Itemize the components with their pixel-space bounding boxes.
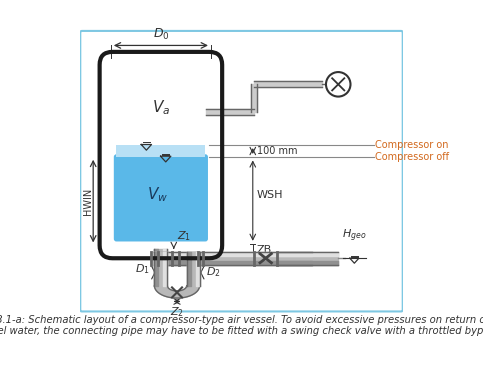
Text: $D_2$: $D_2$ <box>206 265 221 279</box>
Circle shape <box>326 72 351 97</box>
Polygon shape <box>155 286 199 298</box>
FancyBboxPatch shape <box>80 31 403 311</box>
Text: 100 mm: 100 mm <box>256 146 297 156</box>
FancyBboxPatch shape <box>114 154 208 242</box>
Text: $D_1$: $D_1$ <box>135 262 150 276</box>
Text: Compressor on: Compressor on <box>375 140 449 150</box>
Text: $D_0$: $D_0$ <box>153 26 169 41</box>
Bar <box>116 145 205 157</box>
Text: $V_a$: $V_a$ <box>152 99 170 118</box>
Text: Compressor off: Compressor off <box>375 152 449 162</box>
Text: HWIN: HWIN <box>84 187 93 215</box>
Text: Fig. 8.1-a: Schematic layout of a compressor-type air vessel. To avoid excessive: Fig. 8.1-a: Schematic layout of a compre… <box>0 315 483 336</box>
Text: $Z_2$: $Z_2$ <box>170 305 184 319</box>
Text: ZB: ZB <box>256 245 272 255</box>
Text: $H_{geo}$: $H_{geo}$ <box>342 227 367 244</box>
Text: $V_w$: $V_w$ <box>147 185 168 204</box>
Text: WSH: WSH <box>256 190 283 200</box>
Text: $Z_1$: $Z_1$ <box>177 229 191 243</box>
